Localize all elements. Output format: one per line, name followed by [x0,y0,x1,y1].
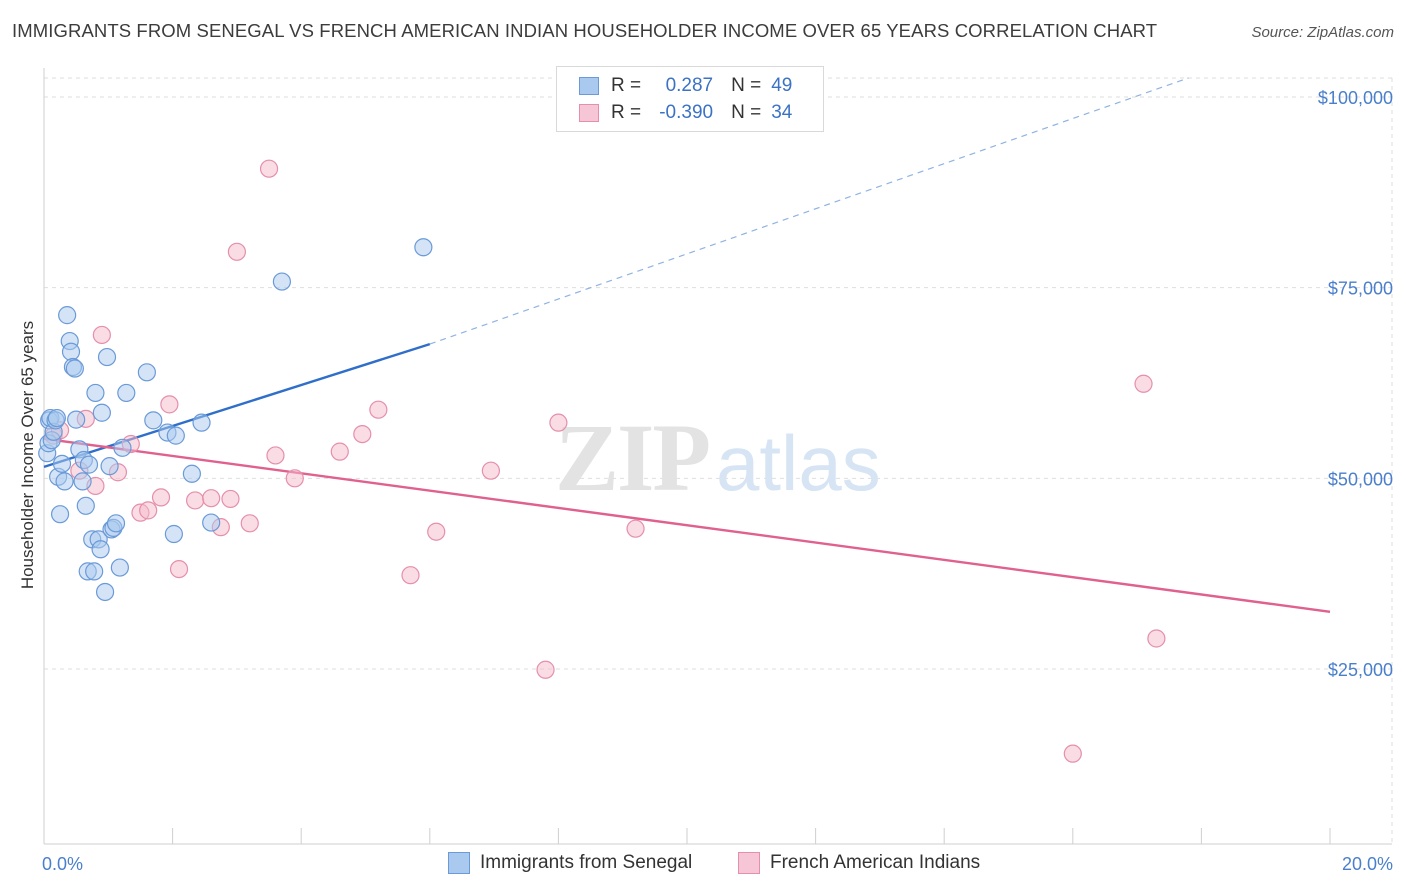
point-french-american-indian [221,489,240,509]
data-points [38,159,1166,763]
legend-r-value: 0.287 [665,75,714,96]
point-french-american-indian [240,514,259,533]
point-senegal [67,410,86,429]
point-senegal [144,411,163,430]
point-senegal [166,426,185,445]
point-french-american-indian [92,325,111,345]
legend-label-senegal: Immigrants from Senegal [480,852,693,873]
point-senegal [106,514,126,533]
point-french-american-indian [481,461,500,480]
point-senegal [47,408,66,428]
point-french-american-indian [139,501,158,520]
point-senegal [164,524,183,544]
watermark: ZIP atlas [555,404,881,511]
source-label: Source: ZipAtlas.com [1251,24,1394,41]
x-tick-label: 20.0% [1342,854,1393,874]
point-senegal [202,513,221,532]
tick-labels: $25,000 $50,000 $75,000 $100,000 0.0% 20.0% [42,88,1393,874]
point-senegal [100,457,119,476]
trend-lines [43,77,1331,613]
legend-n-value: 49 [771,75,793,96]
legend-item-senegal: Immigrants from Senegal [448,852,692,874]
point-senegal [55,472,74,491]
point-senegal [110,558,129,577]
y-tick-label: $75,000 [1328,279,1393,299]
legend-swatch-pink [579,104,599,122]
point-french-american-indian [549,413,568,432]
point-senegal [91,540,110,559]
point-senegal [76,496,95,515]
legend-row-senegal: R = 0.287 N = 49 [579,74,792,98]
point-french-american-indian [401,566,420,585]
point-french-american-indian [330,442,349,461]
point-french-american-indian [1134,374,1153,393]
point-french-american-indian [160,395,179,414]
point-senegal [50,505,70,524]
point-french-american-indian [266,446,285,465]
point-french-american-indian [626,519,645,538]
watermark-zip: ZIP [555,404,709,511]
point-french-american-indian [151,488,171,507]
point-french-american-indian [369,400,388,419]
y-tick-label: $50,000 [1328,469,1393,489]
point-senegal [97,347,117,367]
point-senegal [113,438,132,457]
legend-swatch-blue [579,77,599,95]
point-senegal [182,464,201,483]
point-french-american-indian [186,491,205,510]
point-french-american-indian [285,469,304,488]
point-senegal [92,403,111,422]
point-senegal [414,238,433,257]
point-senegal [61,342,81,361]
point-senegal [95,582,115,602]
point-senegal [65,359,84,378]
point-senegal [58,306,77,325]
legend-row-french-american-indian: R = -0.390 N = 34 [579,101,792,125]
legend-label-french-american-indians: French American Indians [770,852,981,873]
trend-line-senegal-extension [429,77,1189,345]
point-french-american-indian [536,660,555,679]
legend-swatch-pink [738,852,760,874]
point-french-american-indian [227,242,246,261]
point-french-american-indian [353,424,372,444]
x-tick-label: 0.0% [42,854,83,874]
point-senegal [73,472,92,491]
point-french-american-indian [1147,629,1166,648]
point-senegal [117,383,136,403]
legend-item-french-american-indians: French American Indians [738,852,980,874]
point-senegal [137,363,156,382]
chart-title: IMMIGRANTS FROM SENEGAL VS FRENCH AMERIC… [12,20,1158,41]
legend-r-label: R = [611,75,642,96]
y-tick-label: $100,000 [1318,88,1393,108]
point-senegal [86,383,105,403]
point-french-american-indian [202,489,221,508]
point-senegal [85,562,104,581]
legend-r-value: -0.390 [659,102,714,123]
point-senegal [52,454,72,473]
point-french-american-indian [427,522,446,541]
point-french-american-indian [169,559,189,579]
point-senegal [79,455,99,474]
legend-n-label: N = [731,75,762,96]
correlation-legend: R = 0.287 N = 49 R = -0.390 N = 34 [556,66,824,132]
watermark-atlas: atlas [716,419,881,507]
legend-n-value: 34 [771,102,793,123]
legend-r-label: R = [611,102,642,123]
y-tick-label: $25,000 [1328,660,1393,680]
legend-n-label: N = [731,102,762,123]
point-french-american-indian [1063,744,1082,763]
legend-swatch-blue [448,852,470,874]
point-senegal [272,272,292,291]
point-senegal [192,413,211,432]
point-french-american-indian [259,159,279,178]
trend-line-french-american-indians [43,437,1331,613]
